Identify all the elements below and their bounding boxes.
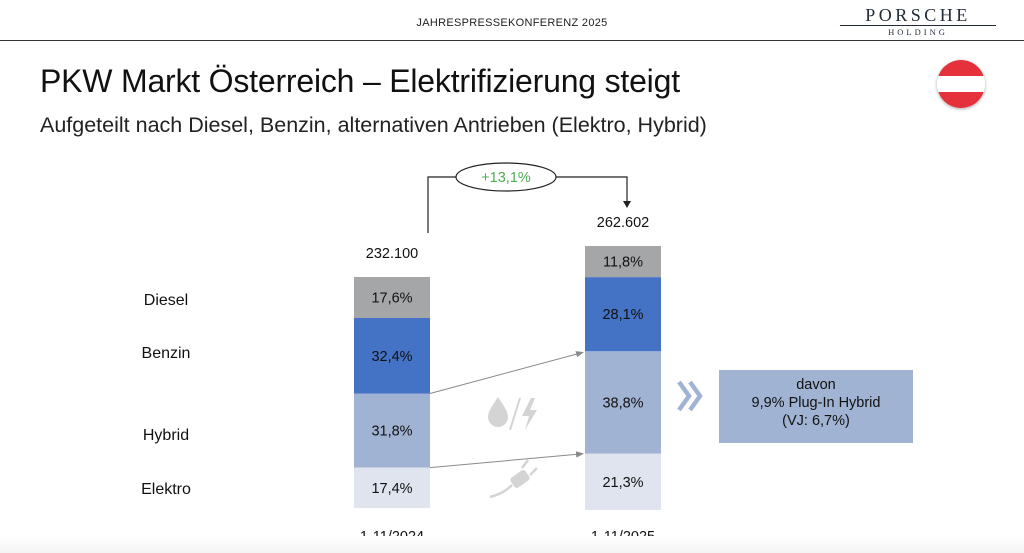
bar-segment-elektro: [585, 453, 661, 510]
logo-sub-text: HOLDING: [888, 27, 948, 37]
legend-label-elektro: Elektro: [141, 481, 191, 498]
bar-segment-diesel: [354, 277, 430, 319]
double-chevron-icon: [688, 380, 703, 412]
ev-plug-pin-icon: [529, 467, 538, 476]
bar-segment-label: 17,4%: [371, 481, 412, 497]
legend-label-diesel: Diesel: [144, 292, 188, 309]
growth-arrowhead: [623, 201, 631, 208]
growth-label: +13,1%: [481, 170, 531, 186]
total-label: 262.602: [597, 215, 649, 231]
lightning-icon: [522, 398, 537, 430]
double-chevron-icon: [677, 380, 692, 412]
logo-main-text: PORSCHE: [865, 5, 971, 25]
ev-plug-pin-icon: [521, 459, 529, 469]
bar-segment-label: 31,8%: [371, 424, 412, 440]
bar-segment-benzin: [585, 277, 661, 352]
flag-stripe-middle: [937, 76, 985, 92]
footer-shade: [0, 536, 1024, 553]
bar-segment-elektro: [354, 467, 430, 509]
header-rule: [0, 40, 1024, 41]
bar-segment-benzin: [354, 318, 430, 394]
slide-subtitle: Aufgeteilt nach Diesel, Benzin, alternat…: [40, 113, 707, 137]
total-label: 232.100: [366, 246, 418, 262]
slide-title: PKW Markt Österreich – Elektrifizierung …: [40, 63, 680, 99]
bar-segment-label: 28,1%: [602, 307, 643, 323]
growth-ellipse: [455, 162, 557, 192]
legend-label-benzin: Benzin: [142, 345, 191, 362]
bar-segment-label: 32,4%: [371, 349, 412, 365]
flag-stripe-top: [937, 60, 985, 76]
ev-plug-body-icon: [510, 470, 530, 488]
bar-segment-label: 38,8%: [602, 396, 643, 412]
bar-segment-hybrid: [585, 351, 661, 454]
flag-stripe-bottom: [937, 92, 985, 108]
callout-text-line: (VJ: 6,7%): [782, 413, 850, 429]
austria-flag-icon: [937, 60, 985, 108]
plugin-hybrid-callout: [719, 370, 913, 443]
legend-label-hybrid: Hybrid: [143, 427, 189, 444]
ev-plug-cable-icon: [489, 484, 513, 499]
callout-text-line: davon: [796, 377, 836, 393]
bar-segment-diesel: [585, 246, 661, 278]
porsche-holding-logo: PORSCHE HOLDING: [834, 6, 1002, 37]
shift-arrow-upper: [429, 351, 584, 394]
fuel-drop-icon: [488, 397, 508, 427]
bar-segment-hybrid: [354, 393, 430, 468]
logo-divider: [840, 25, 996, 26]
callout-text-line: 9,9% Plug-In Hybrid: [752, 395, 881, 411]
shift-arrow-lower: [429, 451, 584, 469]
bar-segment-label: 17,6%: [371, 291, 412, 307]
bar-segment-label: 21,3%: [602, 475, 643, 491]
header-title: JAHRESPRESSEKONFERENZ 2025: [416, 17, 608, 29]
divider-slash-icon: [509, 397, 521, 431]
bar-segment-label: 11,8%: [603, 255, 643, 271]
